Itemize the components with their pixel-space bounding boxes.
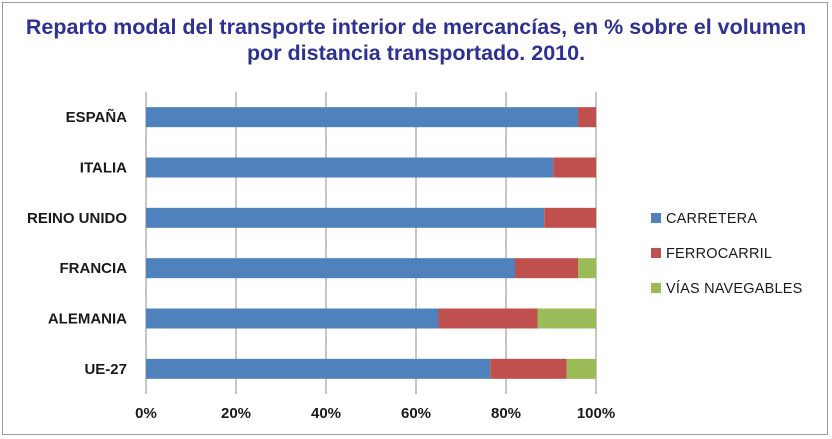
bar-ferrocarril-italia	[553, 157, 596, 178]
x-tick-label: 100%	[577, 405, 615, 422]
legend: CARRETERA FERROCARRIL VÍAS NAVEGABLES	[651, 211, 803, 297]
x-tick-label: 0%	[135, 405, 157, 422]
legend-label-ferrocarril: FERROCARRIL	[666, 246, 772, 262]
category-label-ue-27: UE-27	[84, 361, 127, 378]
category-label-italia: ITALIA	[80, 160, 127, 177]
bar-vias-navegables-alemania	[537, 308, 596, 329]
bar-ferrocarril-espana	[578, 107, 596, 128]
x-tick-label: 40%	[311, 405, 341, 422]
bar-vias-navegables-francia	[578, 258, 596, 279]
chart-title: Reparto modal del transporte interior de…	[0, 14, 832, 66]
legend-label-carretera: CARRETERA	[666, 211, 757, 227]
category-label-espana: ESPAÑA	[66, 108, 128, 126]
category-label-alemania: ALEMANIA	[48, 311, 127, 328]
category-label-reino-unido: REINO UNIDO	[27, 210, 127, 227]
bar-carretera-reino-unido	[146, 207, 545, 228]
legend-label-vias-navegables: VÍAS NAVEGABLES	[666, 280, 803, 297]
gridlines	[145, 92, 597, 394]
category-labels: ESPAÑA ITALIA REINO UNIDO FRANCIA ALEMANIA UE…	[27, 108, 127, 378]
category-label-francia: FRANCIA	[60, 260, 128, 277]
chart-title-line-1: Reparto modal del transporte interior de…	[25, 15, 807, 39]
chart-title-line-2: por distancia transportado. 2010.	[246, 41, 586, 65]
bar-carretera-francia	[146, 258, 515, 279]
bar-ferrocarril-francia	[515, 258, 578, 279]
bars	[146, 107, 596, 379]
bar-carretera-italia	[146, 157, 554, 178]
bar-ferrocarril-reino-unido	[544, 207, 596, 228]
x-tick-label: 80%	[491, 405, 521, 422]
legend-swatch-ferrocarril	[651, 248, 661, 258]
bar-carretera-ue-27	[146, 358, 491, 379]
x-tick-label: 20%	[221, 405, 251, 422]
x-tick-labels: 0% 20% 40% 60% 80% 100%	[135, 405, 615, 422]
legend-swatch-carretera	[651, 213, 661, 223]
bar-ferrocarril-ue-27	[490, 358, 567, 379]
bar-carretera-espana	[146, 107, 578, 128]
bar-vias-navegables-ue-27	[566, 358, 596, 379]
x-tick-label: 60%	[401, 405, 431, 422]
legend-swatch-vias-navegables	[651, 283, 661, 293]
bar-ferrocarril-alemania	[438, 308, 538, 329]
bar-carretera-alemania	[146, 308, 439, 329]
